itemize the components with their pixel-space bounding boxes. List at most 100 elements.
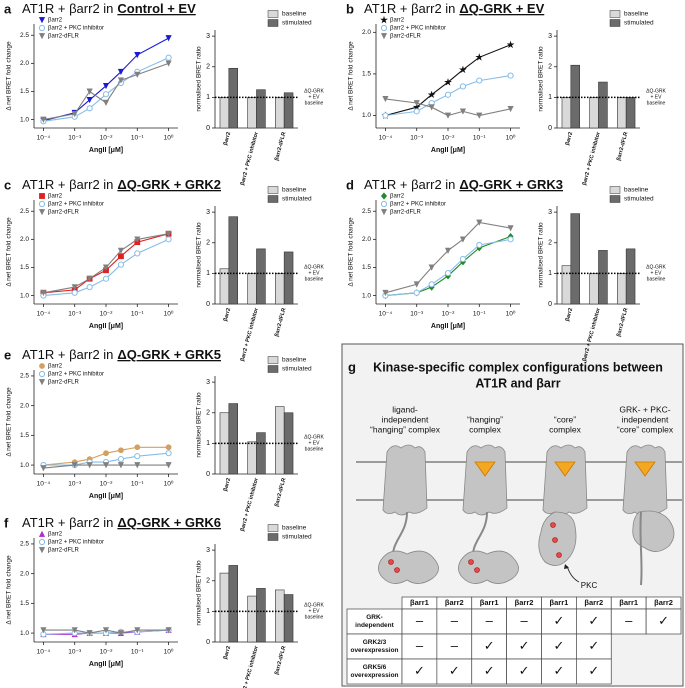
x-tick-label: 10⁰ — [164, 480, 174, 488]
marker — [117, 261, 125, 268]
arrestin — [378, 550, 439, 584]
x-tick-label: βarr2 — [565, 131, 574, 146]
reference-label: ΔQ-GRK — [304, 265, 324, 271]
marker — [86, 96, 93, 104]
phosphate — [388, 559, 394, 565]
marker — [134, 462, 141, 469]
legend-marker — [380, 209, 388, 216]
x-tick-label: 10⁻³ — [68, 135, 82, 142]
bar — [589, 273, 599, 305]
reference-label: + EV — [651, 271, 663, 277]
table-cell-text: ✓ — [519, 638, 530, 653]
y-tick-label: 2.5 — [20, 32, 29, 39]
y-tick-label: 1 — [206, 270, 210, 277]
bar — [283, 594, 294, 643]
legend-label: βarr2 + PKC inhibitor — [48, 372, 104, 378]
legend-swatch — [267, 10, 279, 18]
y-tick-label: 1.0 — [20, 630, 29, 637]
marker — [134, 250, 141, 257]
marker — [506, 40, 515, 49]
x-tick-label: 10⁻¹ — [131, 481, 145, 488]
table-cell-text: ✓ — [414, 663, 425, 678]
complex-label: “core” complex — [617, 424, 674, 434]
y-axis-label: Δ net BRET fold change — [348, 217, 355, 287]
y-tick-label: 3 — [206, 547, 210, 554]
marker — [165, 462, 172, 469]
receptor — [462, 444, 508, 516]
table-cell-text: – — [520, 613, 528, 628]
x-tick-label: 10⁻⁴ — [37, 135, 51, 142]
pkc-arrowhead — [564, 564, 569, 569]
marker — [427, 90, 436, 99]
reference-label: + EV — [309, 441, 321, 447]
y-tick-label: 0 — [206, 301, 210, 308]
marker — [117, 68, 125, 76]
bar — [625, 248, 636, 305]
y-tick-label: 0 — [206, 639, 210, 646]
row-label: overexpression — [350, 672, 398, 679]
y-tick-label: 0 — [548, 301, 552, 308]
table-cell — [346, 658, 403, 685]
legend-label: stimulated — [282, 366, 312, 373]
table-header: βarr2 — [515, 598, 534, 607]
panel-title: AT1R + βarr2 in ΔQ-GRK + GRK3 — [364, 177, 563, 192]
marker — [507, 225, 514, 232]
x-axis-label: AngII [μM] — [89, 661, 123, 668]
y-tick-label: 2.5 — [362, 208, 371, 215]
marker — [382, 112, 389, 119]
y-tick-label: 2.0 — [20, 60, 29, 67]
y-tick-label: 3 — [548, 209, 552, 216]
table-cell-text: – — [486, 613, 494, 628]
marker — [134, 71, 141, 78]
table-cell — [541, 658, 577, 685]
y-tick-label: 2.0 — [362, 29, 371, 36]
x-tick-label: 10⁻² — [100, 481, 114, 488]
bar — [570, 64, 580, 129]
table-cell-text: – — [625, 613, 633, 628]
title-text: AT1R + βarr2 in — [22, 515, 113, 530]
reference-label: ΔQ-GRK — [304, 89, 324, 95]
complex-label: complex — [469, 424, 501, 434]
bar — [247, 97, 257, 129]
legend-label: baseline — [282, 11, 307, 18]
y-tick-label: 3 — [206, 33, 210, 40]
x-tick-label: 10⁻¹ — [473, 135, 487, 142]
x-tick-label: 10⁰ — [164, 648, 174, 656]
bar — [256, 248, 266, 305]
table-cell-text: ✓ — [553, 613, 564, 628]
legend-label: βarr2-dFLR — [390, 210, 421, 216]
marker — [118, 447, 124, 454]
legend-marker — [38, 530, 46, 537]
reference-label: baseline — [305, 615, 324, 621]
row-label: GRK- — [366, 614, 383, 621]
title-emphasis: Control + EV — [117, 1, 196, 16]
diagram-title: AT1R and βarr — [475, 376, 560, 390]
panel-letter: c — [4, 177, 11, 192]
reference-label: ΔQ-GRK — [646, 89, 666, 95]
bar — [589, 97, 599, 129]
panel-title: AT1R + βarr2 in ΔQ-GRK + GRK2 — [22, 177, 221, 192]
panel-title: AT1R + βarr2 in ΔQ-GRK + GRK5 — [22, 347, 221, 362]
x-tick-label: 10⁻³ — [410, 135, 424, 142]
table-cell-text: ✓ — [519, 663, 530, 678]
x-tick-label: 10⁻⁴ — [37, 649, 51, 656]
marker — [134, 627, 141, 634]
y-tick-label: 2.0 — [20, 236, 29, 243]
title-text: AT1R + βarr2 in — [22, 347, 113, 362]
legend-marker — [38, 24, 46, 32]
marker — [459, 83, 467, 90]
panel-letter: a — [4, 1, 12, 16]
table-cell — [610, 608, 647, 635]
x-axis-label: AngII [μM] — [89, 493, 123, 500]
table-header: βarr2 — [445, 598, 464, 607]
legend-marker — [380, 24, 388, 32]
y-tick-label: 1 — [206, 94, 210, 101]
marker — [86, 630, 93, 637]
title-emphasis: ΔQ-GRK + GRK2 — [117, 177, 221, 192]
agonist — [634, 461, 656, 477]
bar — [561, 265, 572, 305]
marker — [507, 72, 514, 79]
table-cell — [576, 633, 612, 660]
marker — [86, 284, 93, 291]
marker — [117, 456, 125, 463]
